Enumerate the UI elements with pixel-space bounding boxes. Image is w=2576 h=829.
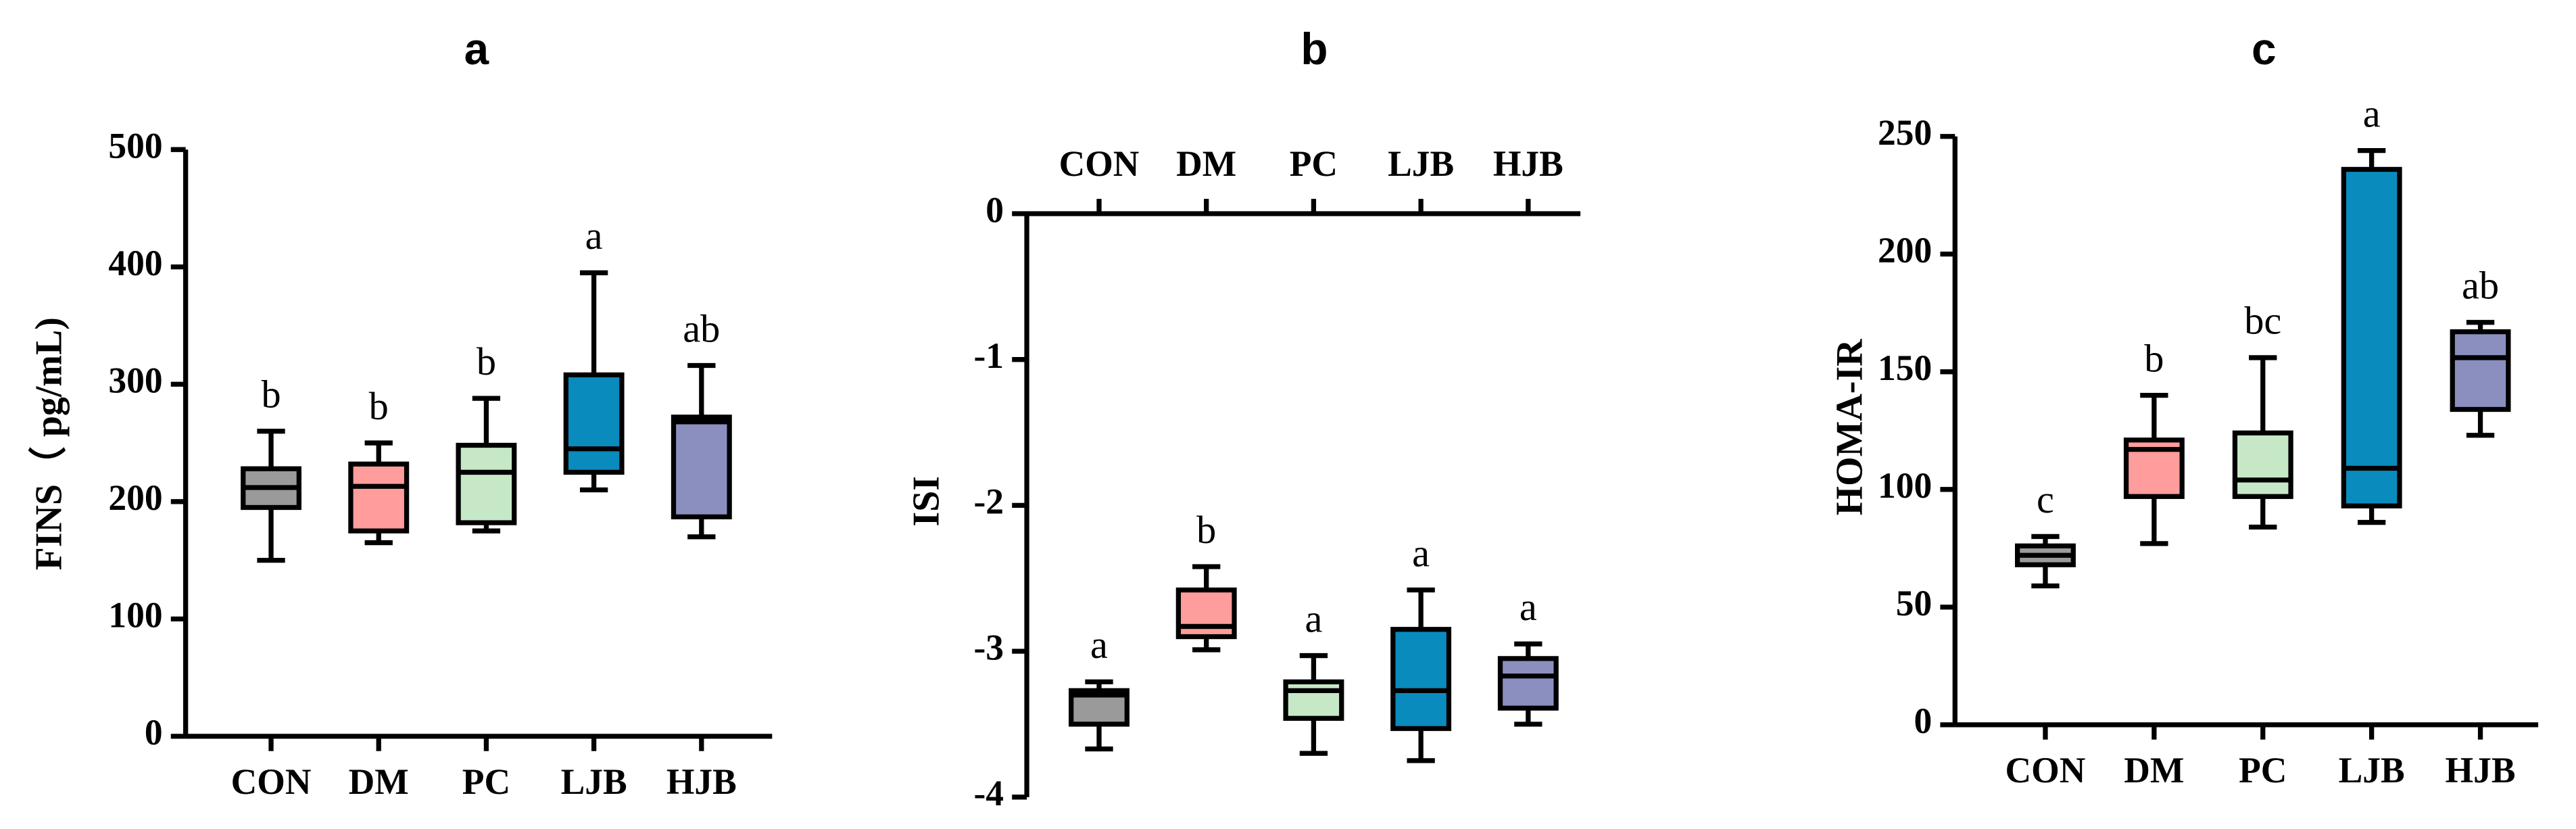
y-axis-label: HOMA-IR	[1828, 339, 1870, 515]
box	[2450, 329, 2511, 412]
x-tick-label: DM	[1176, 143, 1236, 184]
significance-letter: c	[2037, 477, 2054, 521]
box	[671, 414, 732, 520]
significance-letter: a	[585, 214, 603, 258]
y-tick-label: -3	[973, 627, 1004, 667]
significance-letter: b	[477, 339, 496, 383]
significance-letter: a	[2363, 91, 2381, 135]
box	[1497, 656, 1559, 711]
chart-title: c	[2252, 24, 2277, 74]
x-tick-label: DM	[2124, 750, 2184, 790]
x-tick-label: CON	[1059, 143, 1140, 184]
y-tick-label: 0	[145, 712, 163, 753]
box	[2341, 166, 2402, 508]
y-tick-label: 100	[108, 595, 162, 636]
chart-title: a	[464, 24, 489, 74]
box	[348, 461, 410, 534]
y-tick-label: 250	[1878, 112, 1932, 153]
significance-letter: b	[2144, 336, 2164, 380]
y-tick-label: 0	[986, 189, 1004, 230]
x-tick-label: CON	[2006, 750, 2086, 790]
x-tick-label: LJB	[1388, 143, 1454, 184]
y-axis-label: ISI	[905, 476, 947, 527]
y-tick-label: 100	[1878, 465, 1932, 506]
significance-letter: a	[1412, 531, 1430, 575]
y-tick-label: 0	[1914, 701, 1933, 741]
box	[456, 442, 517, 525]
y-tick-label: 500	[108, 125, 162, 166]
y-tick-label: -4	[973, 773, 1004, 813]
box	[1283, 679, 1344, 721]
y-tick-label: -2	[973, 481, 1004, 522]
y-tick-label: 200	[1878, 230, 1932, 270]
x-tick-label: LJB	[561, 761, 627, 802]
significance-letter: b	[369, 384, 389, 428]
significance-letter: b	[1196, 508, 1216, 552]
y-tick-label: 200	[108, 477, 162, 518]
x-tick-label: CON	[231, 761, 312, 802]
significance-letter: a	[1520, 585, 1537, 629]
x-tick-label: PC	[2239, 750, 2287, 790]
y-tick-label: 150	[1878, 348, 1932, 388]
box	[2232, 430, 2293, 499]
box	[1175, 587, 1237, 640]
y-tick-label: -1	[973, 335, 1004, 376]
significance-letter: ab	[683, 306, 720, 350]
x-tick-label: DM	[349, 761, 409, 802]
significance-letter: ab	[2462, 263, 2499, 307]
x-tick-label: PC	[462, 761, 510, 802]
box	[563, 372, 625, 475]
x-tick-label: PC	[1290, 143, 1338, 184]
significance-letter: bc	[2244, 299, 2281, 343]
x-tick-label: HJB	[2446, 750, 2516, 790]
x-tick-label: HJB	[1493, 143, 1563, 184]
significance-letter: a	[1305, 596, 1322, 640]
box	[1390, 627, 1452, 732]
y-tick-label: 400	[108, 243, 162, 283]
significance-letter: a	[1090, 623, 1108, 667]
y-tick-label: 300	[108, 360, 162, 401]
x-tick-label: HJB	[666, 761, 737, 802]
chart-title: b	[1301, 24, 1328, 74]
x-tick-label: LJB	[2339, 750, 2405, 790]
y-tick-label: 50	[1896, 583, 1932, 623]
y-axis-label: FINS（ pg/mL)	[28, 317, 70, 570]
significance-letter: b	[261, 372, 281, 416]
